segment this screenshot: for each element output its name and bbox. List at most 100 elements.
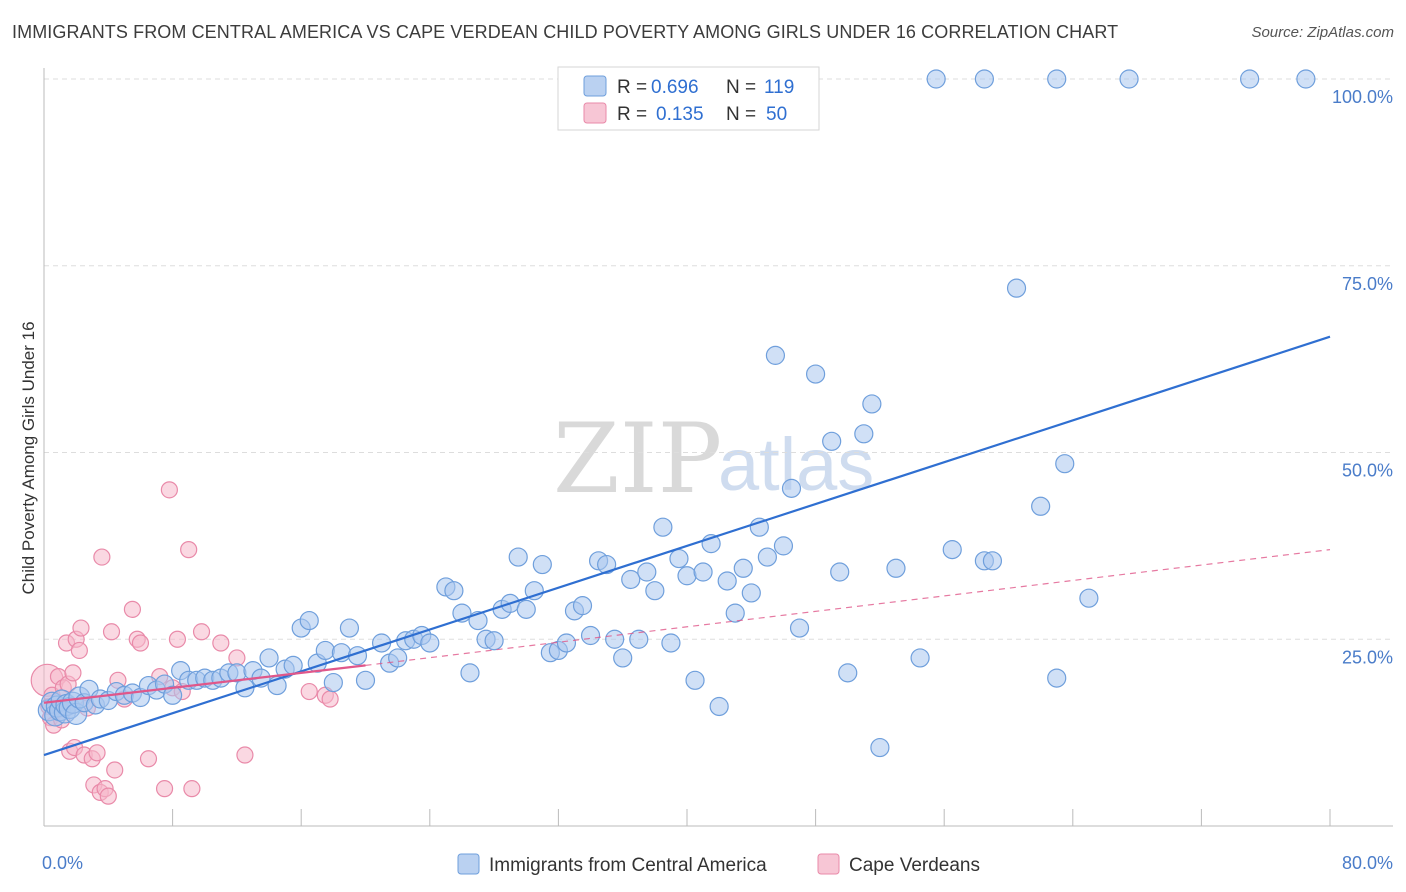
cape-verdeans-point	[139, 750, 158, 768]
central-america-point	[629, 629, 649, 649]
cape-verdeans-points	[30, 481, 339, 805]
central-america-point	[597, 554, 617, 575]
legend-n-value: 119	[764, 77, 794, 98]
central-america-point	[1047, 69, 1067, 89]
central-america-point	[709, 696, 729, 717]
watermark-zip: ZIP	[553, 403, 722, 515]
central-america-point	[580, 625, 601, 646]
legend-label-cape-verdeans: Cape Verdeans	[849, 855, 980, 876]
legend-n-value: 50	[766, 104, 787, 125]
cape-verdeans-point	[131, 634, 150, 652]
central-america-point	[259, 648, 279, 668]
cape-verdeans-point	[88, 744, 106, 762]
central-america-point	[556, 633, 577, 653]
central-america-point	[516, 599, 536, 619]
y-tick-label: 50.0%	[1342, 461, 1393, 481]
central-america-point	[420, 633, 440, 653]
central-america-point	[822, 431, 842, 451]
central-america-point	[1055, 454, 1075, 474]
chart-title: IMMIGRANTS FROM CENTRAL AMERICA VS CAPE …	[12, 22, 1119, 42]
central-america-point	[725, 603, 745, 623]
y-tick-label: 100.0%	[1332, 87, 1393, 107]
watermark: ZIP atlas	[553, 403, 874, 515]
correlation-legend: R = 0.696 N = 119 R = 0.135 N = 50	[557, 66, 820, 131]
central-america-point	[653, 517, 673, 537]
central-america-point	[388, 648, 408, 668]
central-america-point	[677, 566, 697, 586]
grid-lines	[44, 78, 1393, 640]
cape-verdeans-point	[155, 780, 174, 798]
central-america-point	[572, 596, 593, 616]
cape-verdeans-point	[180, 541, 198, 559]
cape-verdeans-point	[321, 690, 339, 708]
legend-r-value: 0.135	[656, 104, 704, 125]
central-america-point	[757, 547, 777, 567]
central-america-point	[1031, 496, 1051, 516]
central-america-point	[460, 663, 480, 683]
central-america-point	[942, 540, 962, 560]
legend-swatch-cape-verdeans	[817, 853, 840, 875]
central-america-point	[532, 554, 552, 575]
series-legend: Immigrants from Central America Cape Ver…	[457, 853, 980, 876]
central-america-point	[444, 581, 464, 601]
central-america-point	[163, 685, 183, 705]
central-america-point	[982, 551, 1003, 571]
cape-verdeans-point	[212, 634, 230, 652]
central-america-point	[693, 562, 713, 582]
y-tick-label: 25.0%	[1342, 647, 1393, 667]
cape-verdeans-point	[123, 600, 142, 618]
central-america-point	[926, 69, 946, 89]
cape-verdeans-point	[93, 548, 111, 566]
central-america-point	[838, 663, 858, 683]
y-tick-labels: 25.0% 50.0% 75.0% 100.0%	[1332, 87, 1393, 667]
x-tick-label: 0.0%	[42, 853, 83, 873]
legend-r-value: 0.696	[651, 77, 699, 98]
cape-verdeans-point	[106, 761, 124, 779]
central-america-point	[605, 629, 625, 649]
cape-verdeans-point	[192, 623, 211, 641]
trend-lines	[43, 335, 1331, 757]
legend-swatch-pink	[583, 102, 607, 124]
central-america-point	[886, 558, 906, 578]
legend-swatch-central-america	[457, 853, 480, 875]
y-tick-label: 75.0%	[1342, 274, 1393, 294]
central-america-point	[685, 670, 705, 690]
legend-n-label: N =	[726, 77, 756, 98]
cape-verdeans-point	[102, 623, 121, 641]
central-america-point	[339, 618, 360, 638]
x-tick-labels: 0.0% 80.0%	[42, 853, 1393, 873]
central-america-point	[789, 618, 810, 638]
cape-verdeans-point	[72, 619, 90, 637]
cape-verdeans-trend-line	[43, 664, 366, 704]
legend-r-label: R =	[617, 77, 647, 98]
central-america-point	[870, 737, 890, 758]
central-america-point	[974, 69, 994, 89]
cape-verdeans-point	[64, 664, 82, 682]
x-tick-label: 80.0%	[1342, 853, 1393, 873]
central-america-point	[741, 583, 761, 603]
cape-verdeans-point	[300, 682, 318, 701]
axes	[43, 68, 1393, 827]
central-america-point	[765, 345, 786, 365]
central-america-point	[323, 672, 343, 693]
central-america-point	[773, 536, 794, 556]
central-america-point	[781, 478, 802, 498]
central-america-point	[717, 571, 737, 591]
legend-swatch-blue	[583, 75, 607, 97]
central-america-point	[1079, 588, 1099, 608]
central-america-trend-line	[43, 335, 1331, 757]
central-america-point	[669, 548, 689, 569]
central-america-point	[299, 610, 319, 631]
central-america-point	[1006, 278, 1027, 298]
legend-n-label: N =	[726, 104, 756, 125]
central-america-point	[613, 648, 633, 668]
central-america-point	[1296, 69, 1316, 89]
central-america-point	[1240, 69, 1260, 89]
cape-verdeans-point	[236, 746, 254, 764]
cape-verdeans-point	[168, 630, 187, 648]
central-america-point	[621, 569, 641, 590]
source-credit: Source: ZipAtlas.com	[1251, 24, 1394, 41]
legend-label-central-america: Immigrants from Central America	[489, 855, 767, 876]
central-america-point	[508, 547, 528, 567]
central-america-point	[1119, 69, 1139, 89]
